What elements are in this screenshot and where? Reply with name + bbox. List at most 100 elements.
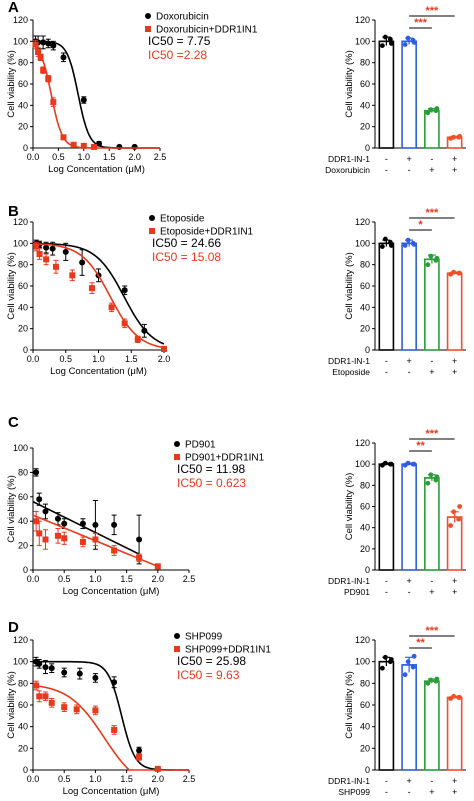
data-point [96,140,103,147]
y-tick-label: 100 [13,443,28,453]
data-point [33,469,40,476]
panel-letter: D [8,619,19,636]
y-tick-label: 80 [18,467,28,477]
replicate-point [457,695,463,700]
y-tick-label: 60 [18,700,28,710]
bar-chart-B: 0 20 40 60 80 100 120 Cell viability (%) **** DDR… [328,207,466,377]
y-axis-label: Cell viability (%) [344,50,355,118]
y-tick-label: 60 [360,281,370,291]
panel-letter: A [8,0,19,16]
replicate-point [411,242,417,247]
legend-label: SHP099+DDR1IN1 [185,645,271,656]
dose-response-chart-B: B 0.0 0.5 1.0 1.5 2.0 0 20 40 60 80 100 120 Log Conce… [6,203,254,377]
data-point [40,67,47,74]
replicate-point [411,653,417,659]
y-tick-label: 40 [18,722,28,732]
data-point [42,508,49,515]
y-axis-label: Cell viability (%) [344,252,355,320]
y-tick-label: 120 [13,635,28,645]
fit-curve [32,684,189,771]
panel-letter: C [8,414,19,431]
data-point [76,670,83,677]
replicate-point [428,107,434,112]
replicate-point [451,269,457,275]
y-tick-label: 80 [18,678,28,688]
x-tick-label: 1.0 [89,574,102,584]
replicate-point [428,253,434,259]
legend-label: PD901 [185,440,216,451]
data-point [80,97,87,103]
y-tick-label: 100 [13,36,28,46]
bar [401,463,417,571]
treatment-sign: - [430,776,433,786]
treatment-row-label: SHP099 [338,787,370,797]
data-point [141,327,148,334]
data-point [92,674,99,681]
x-tick-label: 0.0 [27,774,40,784]
treatment-row-label: DDR1-IN-1 [328,356,370,366]
data-point [121,287,128,294]
y-tick-label: 60 [360,502,370,512]
data-point [45,75,52,82]
treatment-sign: - [385,776,388,786]
significance-label: *** [425,5,439,17]
ic50-annotation: IC50 = 11.98 [177,462,245,476]
x-tick-label: 0.5 [58,774,71,784]
data-point [54,532,61,539]
y-tick-label: 20 [360,743,370,753]
data-point [92,707,99,714]
legend-label: PD901+DDR1IN1 [185,453,265,464]
y-tick-label: 0 [365,345,370,355]
data-point [136,554,143,561]
replicate-point [402,42,408,47]
treatment-sign: + [452,356,457,366]
replicate-point [411,461,417,467]
data-point [134,336,141,343]
data-point [136,754,143,760]
replicate-point [434,676,440,682]
significance-label: *** [414,17,428,29]
x-tick-label: 1.0 [89,774,102,784]
data-point [79,520,86,527]
data-point [88,285,95,292]
bar [378,660,395,771]
ic50-annotation: IC50 =2.28 [148,48,207,62]
x-tick-label: 2.0 [152,774,165,784]
treatment-sign: + [429,367,434,377]
y-tick-label: 0 [23,345,28,355]
bar-chart-C: 0 20 40 60 80 100 120 Cell viability (%) ***** DD… [328,428,466,597]
ic50-annotation: IC50 = 9.63 [177,668,240,682]
replicate-point [382,460,388,466]
y-tick-label: 20 [18,122,28,132]
data-point [32,41,39,48]
ic50-annotation: IC50 = 24.66 [152,236,221,250]
legend-label: Etoposide [160,214,205,225]
bar-chart-D: 0 20 40 60 80 100 120 Cell viability (%) ***** DD… [328,625,466,797]
replicate-point [425,110,431,116]
treatment-sign: + [429,165,434,175]
treatment-sign: - [430,356,433,366]
replicate-point [388,41,394,46]
replicate-point [388,243,394,248]
bar [446,272,463,351]
data-point [54,515,61,522]
replicate-point [405,237,411,243]
data-point [154,765,161,772]
x-tick-label: 1.5 [103,152,116,162]
legend-label: Doxorubicin [156,12,209,23]
data-point [50,42,57,49]
x-tick-label: 2.5 [154,152,167,162]
data-point [50,99,57,106]
data-point [70,141,77,148]
x-tick-label: 2.5 [183,574,196,584]
data-point [36,251,43,257]
treatment-row-label: Doxorubicin [325,165,370,175]
data-point [61,535,68,542]
x-tick-label: 1.0 [78,152,91,162]
data-point [48,665,55,672]
legend-label: Etoposide+DDR1IN1 [160,227,254,238]
data-point [36,693,43,700]
treatment-sign: - [408,787,411,797]
x-axis-label: Log Concentation (μM) [63,786,160,797]
treatment-sign: + [406,356,411,366]
